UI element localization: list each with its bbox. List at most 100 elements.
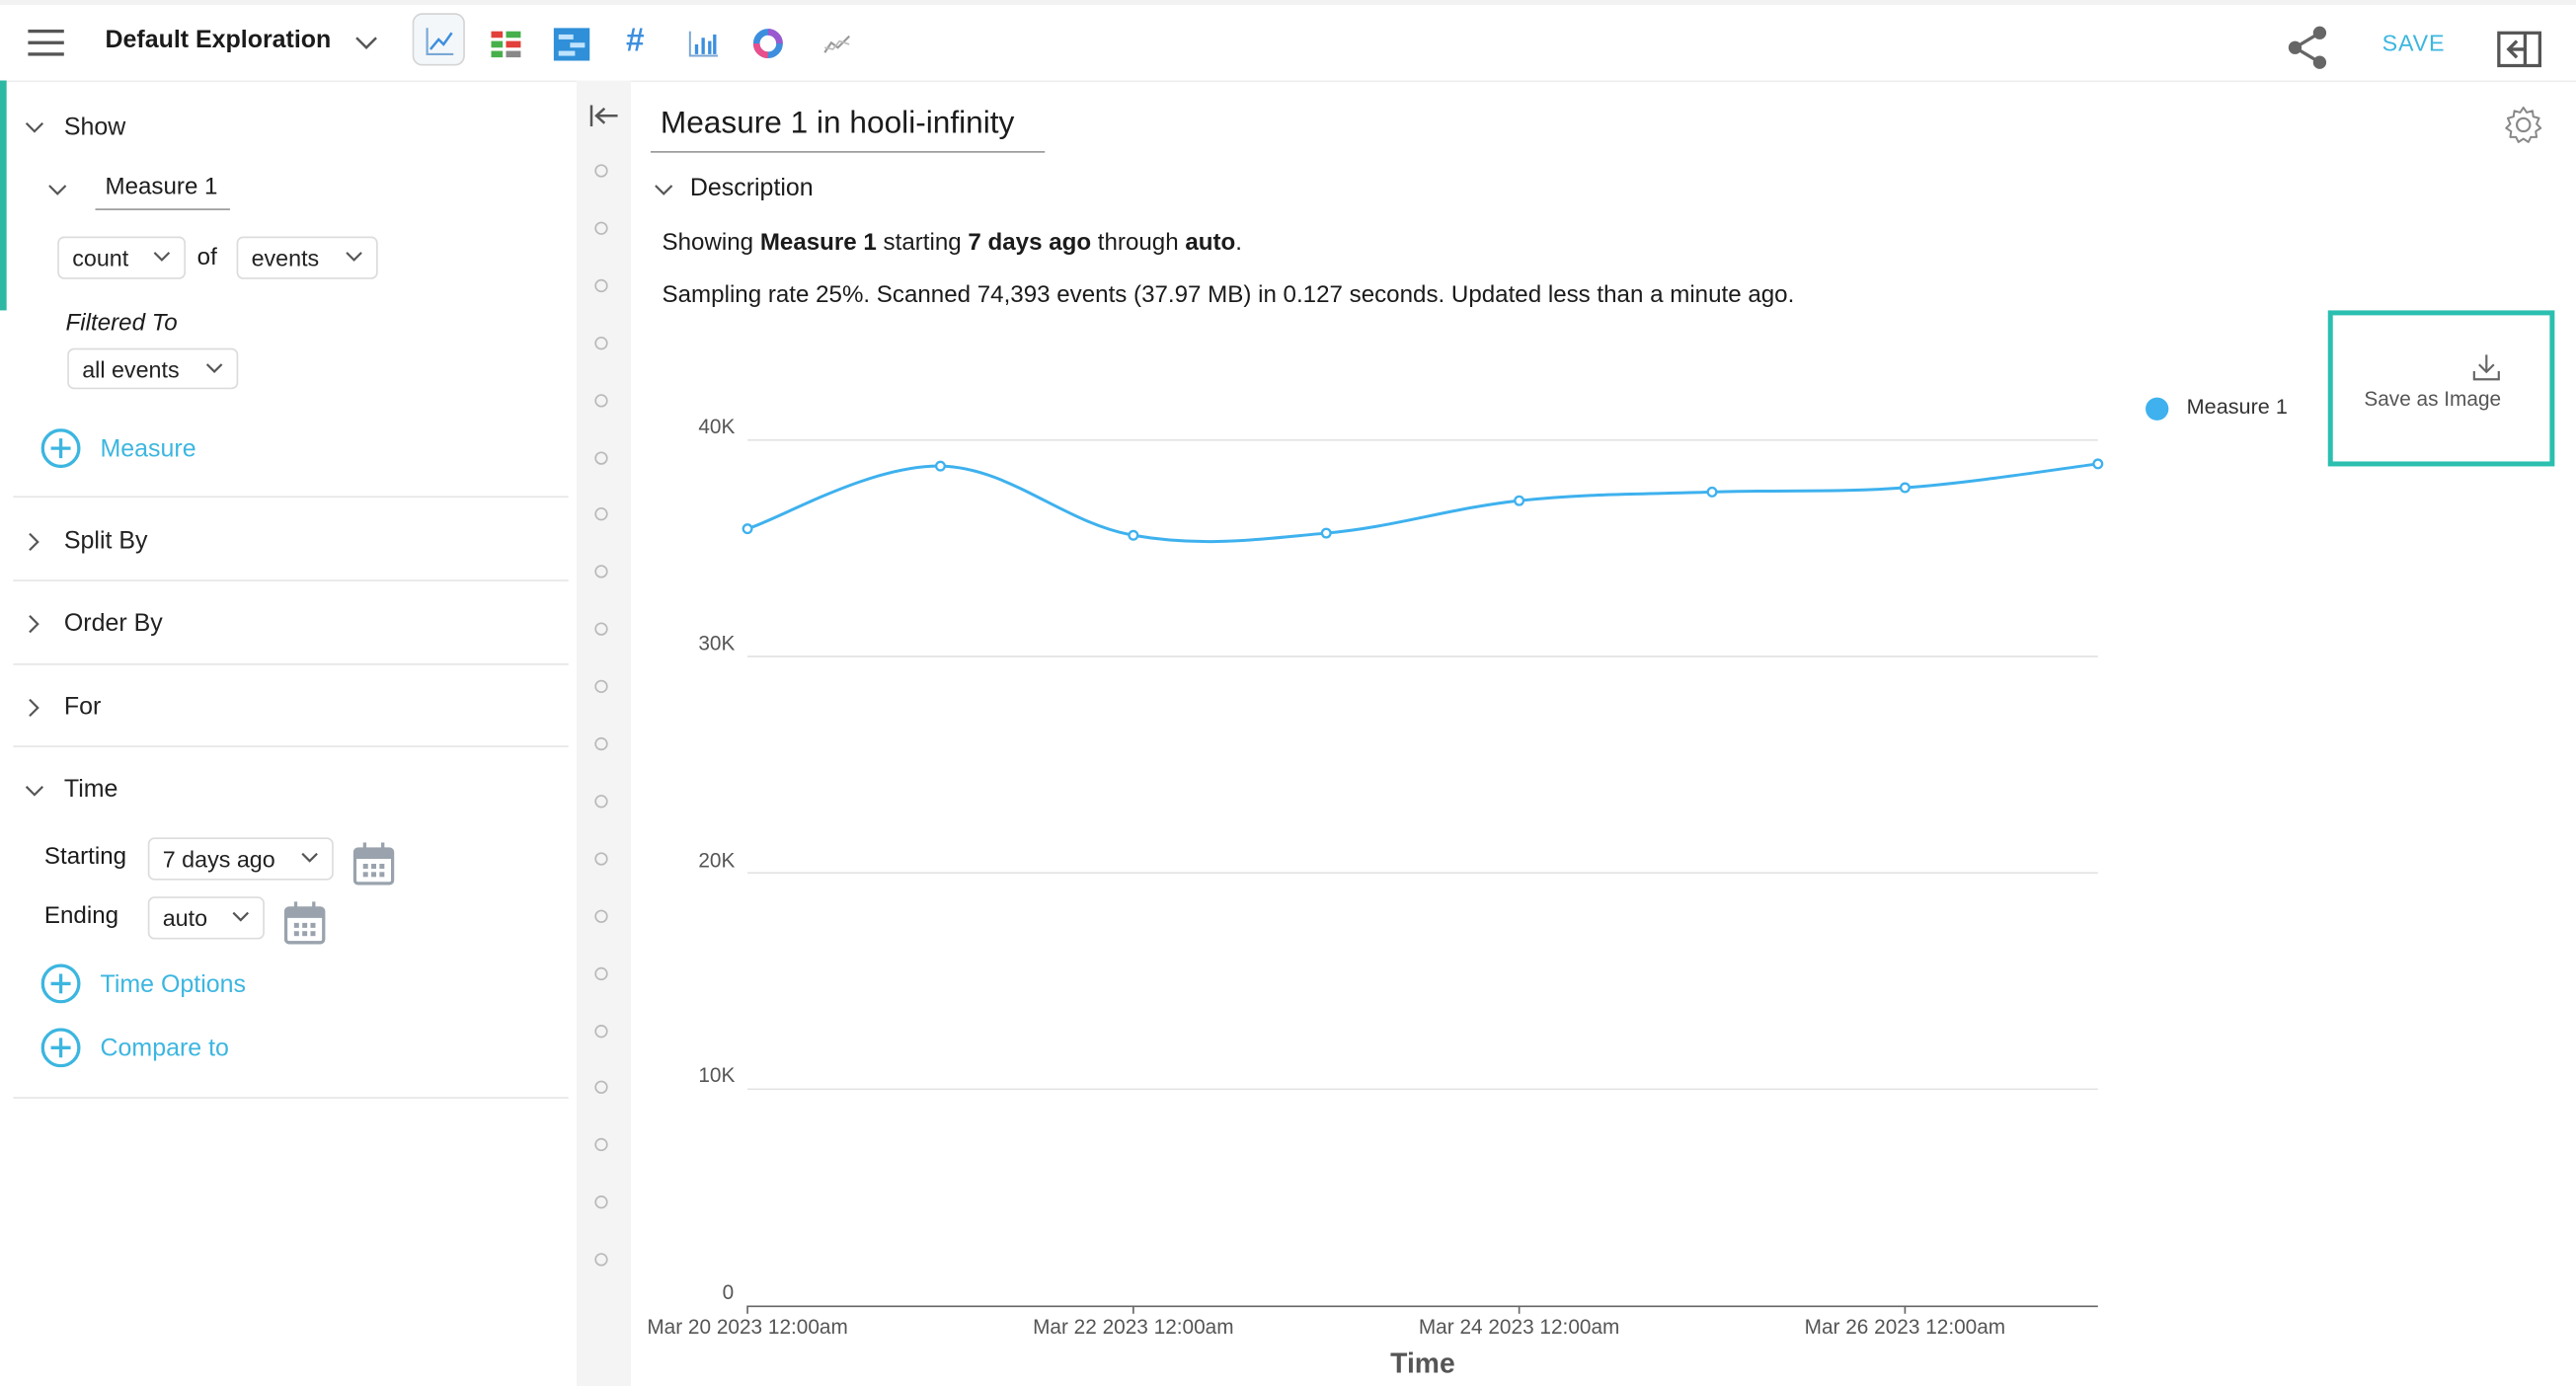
rail-marker[interactable]: [594, 565, 608, 579]
compare-to-button[interactable]: Compare to: [40, 1028, 229, 1068]
chart-title: Measure 1 in hooli-infinity: [660, 107, 1015, 142]
y-tick-label: 20K: [698, 848, 736, 872]
rail-marker[interactable]: [594, 278, 608, 292]
y-tick-label: 10K: [698, 1064, 736, 1088]
rail-marker[interactable]: [594, 450, 608, 464]
chevron-down-icon[interactable]: [654, 184, 673, 196]
data-point: [1899, 482, 1911, 494]
starting-select[interactable]: 7 days ago: [147, 837, 334, 881]
rail-marker[interactable]: [594, 966, 608, 980]
sidebar-accent-bar: [0, 80, 7, 311]
desc-text: .: [1235, 229, 1242, 257]
ending-select[interactable]: auto: [147, 896, 265, 940]
aggregate-select[interactable]: count: [57, 236, 187, 279]
x-tick-label: Mar 20 2023 12:00am: [647, 1315, 848, 1339]
ending-label: Ending: [43, 902, 119, 930]
rail-marker[interactable]: [594, 1081, 608, 1095]
aggregate-select-value: count: [72, 244, 129, 271]
top-toolbar: Default Exploration #: [0, 5, 2576, 83]
measure-name-field[interactable]: Measure 1: [95, 174, 230, 210]
share-icon[interactable]: [2287, 25, 2329, 71]
save-as-image-button[interactable]: Save as Image: [2327, 310, 2555, 467]
time-section-label[interactable]: Time: [63, 775, 118, 804]
y-tick-label: 0: [722, 1280, 735, 1304]
description-toggle[interactable]: Description: [689, 174, 814, 202]
y-tick-label: 30K: [698, 632, 736, 655]
number-view-icon[interactable]: #: [625, 23, 645, 59]
download-icon: [2472, 354, 2500, 381]
field-select-value: events: [251, 244, 320, 271]
data-point: [934, 460, 946, 472]
sparkline-view-icon[interactable]: [823, 33, 851, 54]
rail-marker[interactable]: [594, 1138, 608, 1152]
chart-title-field[interactable]: Measure 1 in hooli-infinity: [650, 100, 1046, 153]
rail-marker[interactable]: [594, 1253, 608, 1267]
chevron-down-icon: [153, 252, 171, 262]
x-axis-title: Time: [1390, 1348, 1455, 1380]
chevron-down-icon: [346, 252, 362, 262]
time-options-button[interactable]: Time Options: [40, 963, 246, 1004]
show-section-label[interactable]: Show: [63, 113, 126, 142]
sampling-info: Sampling rate 25%. Scanned 74,393 events…: [662, 282, 1795, 309]
add-measure-button[interactable]: Measure: [40, 428, 196, 469]
line-chart-view-button[interactable]: [412, 13, 465, 66]
desc-start: 7 days ago: [968, 229, 1092, 257]
table-view-icon[interactable]: [491, 31, 521, 58]
divider: [13, 496, 569, 499]
chevron-right-icon[interactable]: [28, 698, 40, 718]
rail-marker[interactable]: [594, 736, 608, 751]
plus-circle-icon: [40, 428, 81, 469]
chevron-down-icon[interactable]: [47, 184, 67, 196]
collapse-left-icon[interactable]: [589, 105, 618, 127]
data-point: [2092, 458, 2104, 470]
save-button[interactable]: SAVE: [2381, 29, 2446, 56]
rail-marker[interactable]: [594, 679, 608, 694]
collapse-rail: [577, 80, 631, 1386]
desc-text: starting: [876, 229, 969, 257]
calendar-icon[interactable]: [352, 842, 395, 886]
bar-chart-view-icon[interactable]: [688, 31, 719, 58]
chevron-down-icon[interactable]: [25, 121, 44, 134]
for-section-label[interactable]: For: [63, 692, 102, 722]
chevron-down-icon[interactable]: [25, 785, 44, 798]
chevron-down-icon[interactable]: [354, 35, 377, 51]
filter-select[interactable]: all events: [67, 347, 239, 390]
field-select[interactable]: events: [236, 236, 378, 279]
add-measure-label: Measure: [100, 433, 196, 463]
x-tick-label: Mar 22 2023 12:00am: [1033, 1315, 1234, 1339]
plus-circle-icon: [40, 963, 81, 1004]
order-by-section-label[interactable]: Order By: [63, 609, 163, 638]
rail-marker[interactable]: [594, 909, 608, 923]
calendar-icon[interactable]: [283, 901, 326, 945]
rail-marker[interactable]: [594, 852, 608, 866]
donut-chart-view-icon[interactable]: [752, 28, 784, 59]
rail-marker[interactable]: [594, 164, 608, 178]
starting-select-value: 7 days ago: [162, 845, 275, 873]
rail-marker[interactable]: [594, 336, 608, 349]
rail-marker[interactable]: [594, 622, 608, 637]
rail-marker[interactable]: [594, 794, 608, 808]
rail-marker[interactable]: [594, 221, 608, 235]
rail-marker[interactable]: [594, 1195, 608, 1209]
chevron-right-icon[interactable]: [28, 532, 40, 552]
starting-label: Starting: [43, 844, 127, 871]
collapse-panel-icon[interactable]: [2497, 31, 2542, 68]
rail-marker[interactable]: [594, 507, 608, 521]
chevron-down-icon: [301, 852, 318, 863]
rail-marker[interactable]: [594, 393, 608, 407]
desc-measure: Measure 1: [759, 229, 877, 257]
heatmap-view-icon[interactable]: [553, 28, 590, 61]
gear-icon[interactable]: [2504, 105, 2543, 144]
exploration-title[interactable]: Default Exploration: [105, 26, 332, 54]
save-as-image-label: Save as Image: [2364, 387, 2502, 411]
legend-swatch: [2146, 397, 2169, 421]
chevron-down-icon: [205, 362, 223, 373]
hamburger-menu-icon[interactable]: [28, 28, 64, 57]
chevron-down-icon: [232, 911, 250, 922]
data-point: [1320, 527, 1332, 539]
rail-marker[interactable]: [594, 1024, 608, 1038]
chevron-right-icon[interactable]: [28, 614, 40, 634]
desc-end: auto: [1185, 229, 1236, 257]
split-by-section-label[interactable]: Split By: [63, 526, 148, 556]
